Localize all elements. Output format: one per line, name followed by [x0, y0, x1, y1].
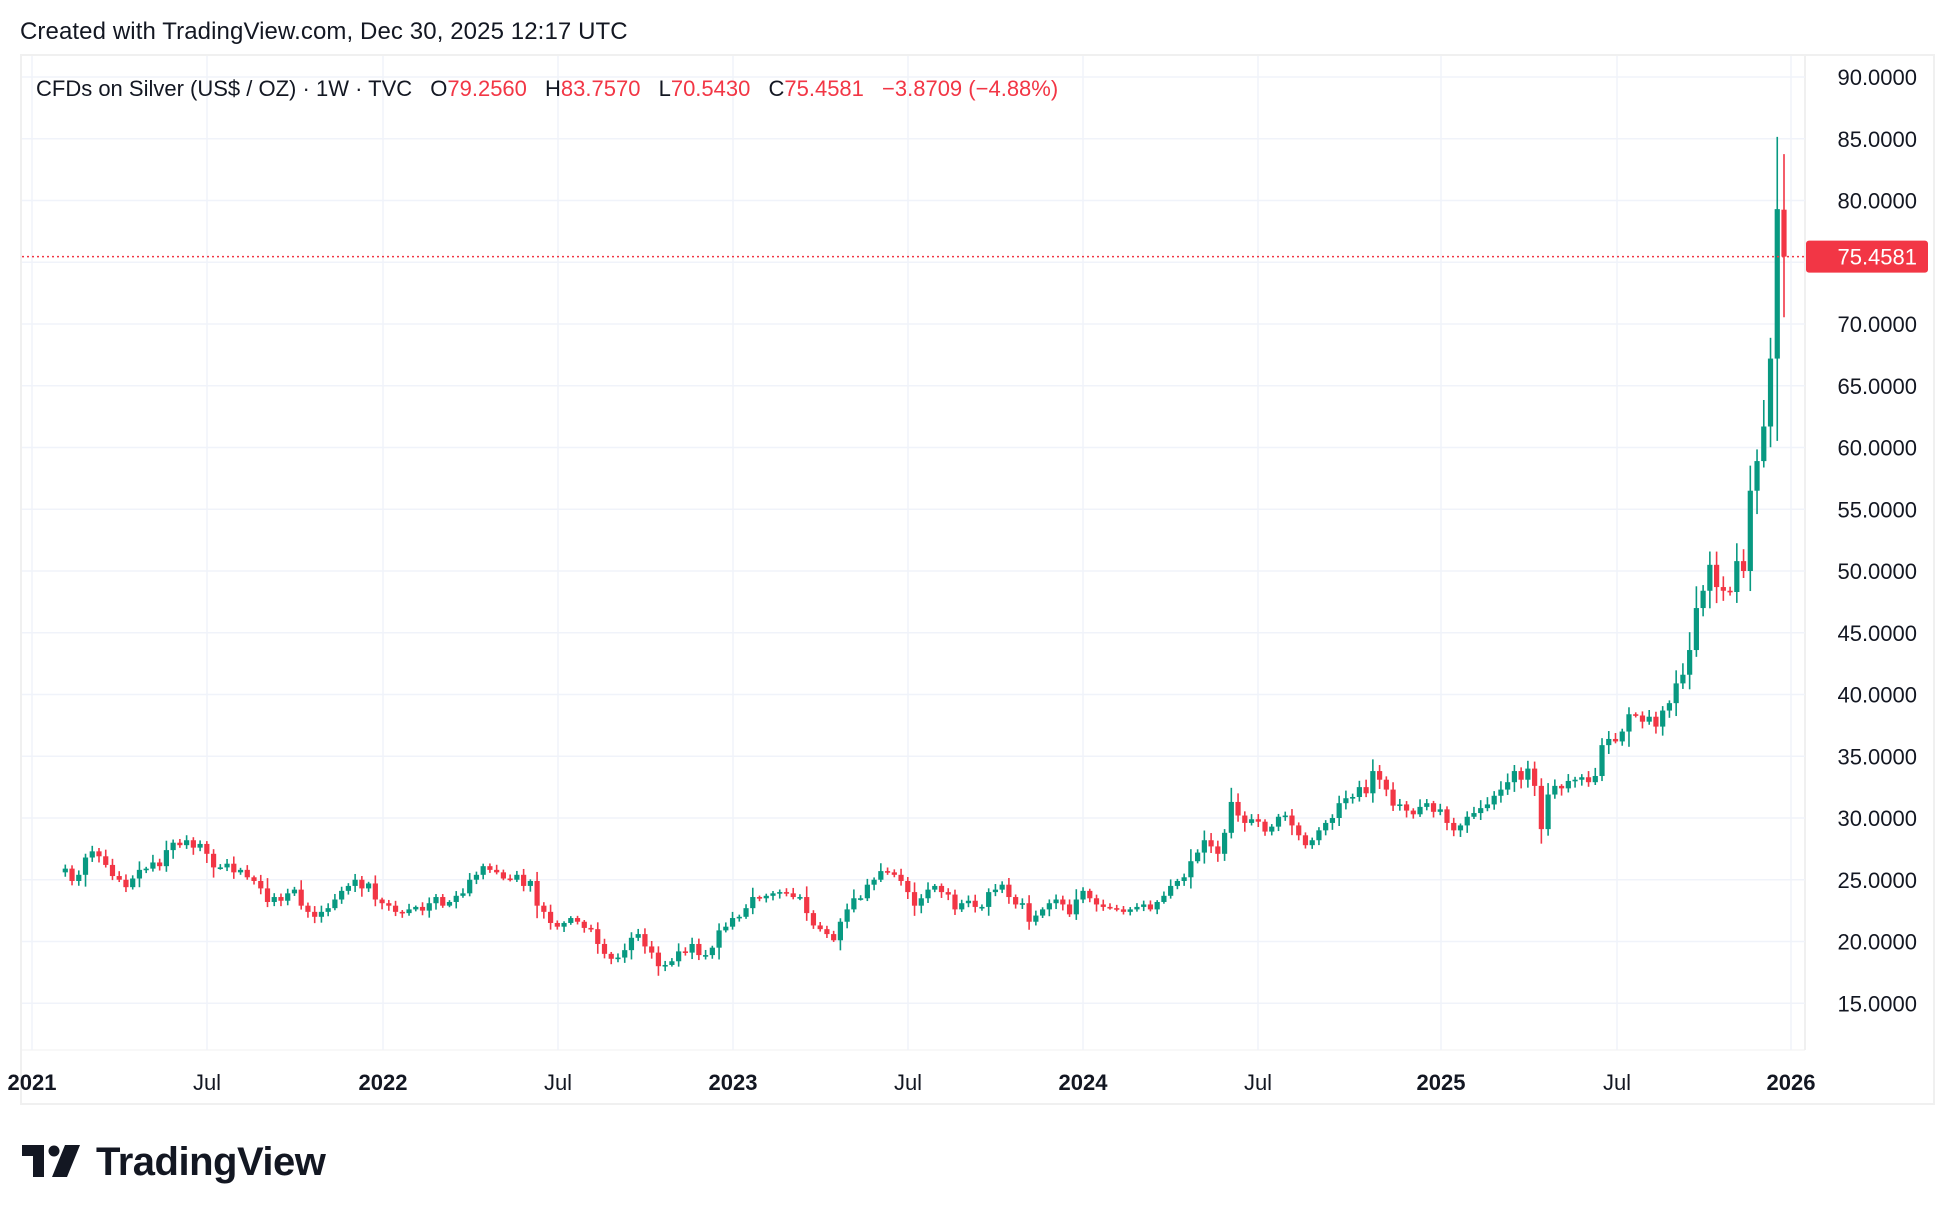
symbol-legend: CFDs on Silver (US$ / OZ) · 1W · TVC O79… — [36, 76, 1058, 102]
x-tick-label: Jul — [1244, 1070, 1272, 1095]
change-value: −3.8709 — [882, 76, 963, 101]
x-tick-label: 2023 — [709, 1070, 758, 1095]
interval[interactable]: 1W — [315, 76, 349, 101]
x-tick-label: Jul — [544, 1070, 572, 1095]
x-tick-label: 2021 — [8, 1070, 57, 1095]
y-tick-label: 30.0000 — [1837, 806, 1917, 831]
last-price-value: 75.4581 — [1837, 245, 1917, 270]
y-tick-label: 20.0000 — [1837, 930, 1917, 955]
y-tick-label: 15.0000 — [1837, 991, 1917, 1016]
y-tick-label: 45.0000 — [1837, 621, 1917, 646]
x-tick-label: Jul — [1603, 1070, 1631, 1095]
separator: · — [302, 76, 310, 101]
tradingview-logo[interactable]: TradingView — [22, 1140, 326, 1185]
x-tick-label: 2025 — [1417, 1070, 1466, 1095]
y-tick-label: 85.0000 — [1837, 127, 1917, 152]
x-tick-label: Jul — [894, 1070, 922, 1095]
y-tick-label: 55.0000 — [1837, 497, 1917, 522]
x-tick-label: 2026 — [1767, 1070, 1816, 1095]
close-label: C — [768, 76, 785, 101]
x-tick-label: Jul — [193, 1070, 221, 1095]
low-value: 70.5430 — [670, 76, 751, 101]
separator: · — [355, 76, 363, 101]
exchange: TVC — [368, 76, 413, 101]
y-tick-label: 90.0000 — [1837, 65, 1917, 90]
last-price-tag — [1806, 240, 1928, 273]
y-tick-label: 80.0000 — [1837, 189, 1917, 214]
symbol-name[interactable]: CFDs on Silver (US$ / OZ) — [36, 76, 297, 101]
open-label: O — [430, 76, 448, 101]
candles — [62, 136, 1787, 976]
y-tick-label: 70.0000 — [1837, 312, 1917, 337]
x-tick-label: 2024 — [1059, 1070, 1109, 1095]
open-value: 79.2560 — [447, 76, 527, 101]
close-value: 75.4581 — [784, 76, 864, 101]
tradingview-wordmark: TradingView — [96, 1140, 326, 1184]
y-tick-label: 40.0000 — [1837, 683, 1917, 708]
change-percent: (−4.88%) — [968, 76, 1059, 101]
y-tick-label: 60.0000 — [1837, 436, 1917, 461]
tradingview-logo-icon — [22, 1144, 80, 1177]
high-label: H — [545, 76, 561, 101]
low-label: L — [658, 76, 671, 101]
high-value: 83.7570 — [560, 76, 641, 101]
y-tick-label: 25.0000 — [1837, 868, 1917, 893]
x-tick-label: 2022 — [359, 1070, 408, 1095]
y-tick-label: 35.0000 — [1837, 744, 1917, 769]
y-tick-label: 50.0000 — [1837, 559, 1917, 584]
y-tick-label: 65.0000 — [1837, 374, 1917, 399]
chart-frame — [20, 54, 1935, 1105]
created-with-caption: Created with TradingView.com, Dec 30, 20… — [20, 18, 628, 45]
